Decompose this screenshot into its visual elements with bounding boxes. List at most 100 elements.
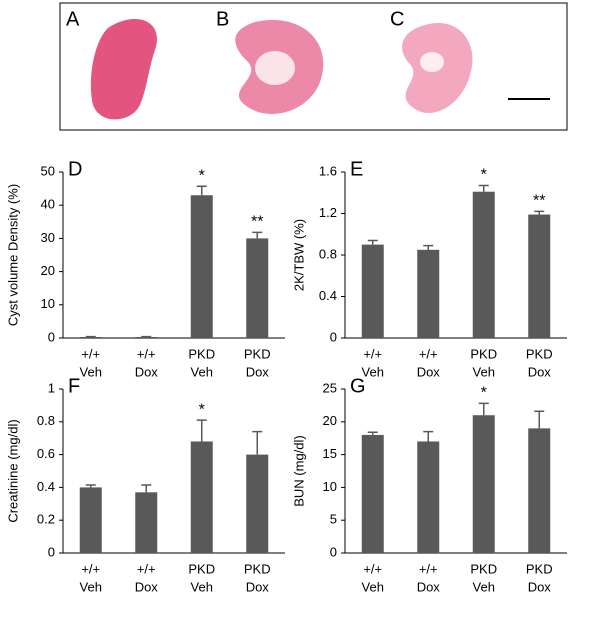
x-tick-label: PKD [244,346,271,361]
panel-label: G [350,375,366,397]
bar [191,441,213,553]
x-tick-label: Dox [528,364,552,379]
error-bar [368,240,378,244]
y-tick-label: 0.2 [37,512,55,527]
x-tick-label: PKD [470,561,497,576]
x-tick-label: PKD [470,346,497,361]
panel-label: F [68,375,80,397]
x-tick-label: PKD [526,346,553,361]
x-tick-label: PKD [188,346,215,361]
x-tick-label: Veh [191,364,213,379]
x-tick-label: Dox [246,364,270,379]
y-tick-label: 0.6 [37,446,55,461]
x-tick-label: +/+ [137,561,156,576]
panel-label: E [350,158,363,180]
y-tick-label: 0.4 [37,479,55,494]
significance-label: * [199,167,205,184]
error-bar [423,432,433,442]
error-bar [252,432,262,455]
bar [362,245,384,338]
error-bar [86,485,96,487]
bar [528,215,550,338]
y-tick-label: 20 [323,413,337,428]
y-tick-label: 30 [41,230,55,245]
bar [417,250,439,338]
y-axis-label: Cyst volume Density (%) [5,184,20,326]
y-tick-label: 20 [41,263,55,278]
significance-label: ** [533,193,545,210]
bar [528,428,550,553]
significance-label: ** [251,214,263,231]
image-label: A [66,8,80,30]
y-tick-label: 0.8 [319,246,337,261]
x-tick-label: +/+ [81,346,100,361]
x-tick-label: +/+ [419,346,438,361]
kidney-c-cysts [420,52,444,72]
x-tick-label: PKD [188,561,215,576]
y-tick-label: 25 [323,380,337,395]
significance-label: * [199,401,205,418]
y-tick-label: 5 [330,512,337,527]
bar [246,455,268,553]
x-tick-label: +/+ [137,346,156,361]
y-tick-label: 0 [330,544,337,559]
x-tick-label: Veh [80,579,102,594]
x-tick-label: Veh [191,579,213,594]
bar [362,435,384,553]
x-tick-label: +/+ [363,561,382,576]
x-tick-label: Dox [135,579,159,594]
y-tick-label: 1.6 [319,163,337,178]
x-tick-label: PKD [244,561,271,576]
y-tick-label: 40 [41,197,55,212]
image-label: C [390,8,404,30]
bar [246,238,268,338]
error-bar [423,246,433,250]
y-tick-label: 0 [330,329,337,344]
y-tick-label: 50 [41,163,55,178]
x-tick-label: Dox [246,579,270,594]
bar [135,492,157,553]
y-tick-label: 0.4 [319,288,337,303]
x-tick-label: Dox [135,364,159,379]
bar [473,415,495,553]
error-bar [252,232,262,238]
error-bar [479,185,489,191]
error-bar [141,485,151,492]
y-tick-label: 0 [48,329,55,344]
x-tick-label: Veh [362,579,384,594]
y-tick-label: 0 [48,544,55,559]
x-tick-label: Veh [80,364,102,379]
x-tick-label: Veh [473,579,495,594]
error-bar [534,211,544,214]
x-tick-label: +/+ [363,346,382,361]
y-tick-label: 1.2 [319,205,337,220]
y-tick-label: 1 [48,380,55,395]
y-axis-label: BUN (mg/dl) [291,435,306,507]
y-tick-label: 10 [323,479,337,494]
panel-label: D [68,158,82,180]
x-tick-label: PKD [526,561,553,576]
x-tick-label: Dox [417,579,441,594]
bar [191,195,213,338]
error-bar [197,186,207,195]
y-tick-label: 10 [41,296,55,311]
y-axis-label: Creatinine (mg/dl) [5,419,20,522]
bar [473,192,495,338]
x-tick-label: Dox [528,579,552,594]
bar [80,487,102,553]
x-tick-label: Veh [473,364,495,379]
kidney-b-cysts [255,51,295,85]
bar [417,441,439,553]
x-tick-label: Dox [417,364,441,379]
error-bar [479,403,489,415]
y-axis-label: 2K/TBW (%) [291,219,306,291]
error-bar [197,420,207,441]
y-tick-label: 0.8 [37,413,55,428]
x-tick-label: +/+ [419,561,438,576]
y-tick-label: 15 [323,446,337,461]
significance-label: * [481,167,487,184]
image-label: B [216,8,229,30]
error-bar [368,432,378,435]
x-tick-label: +/+ [81,561,100,576]
